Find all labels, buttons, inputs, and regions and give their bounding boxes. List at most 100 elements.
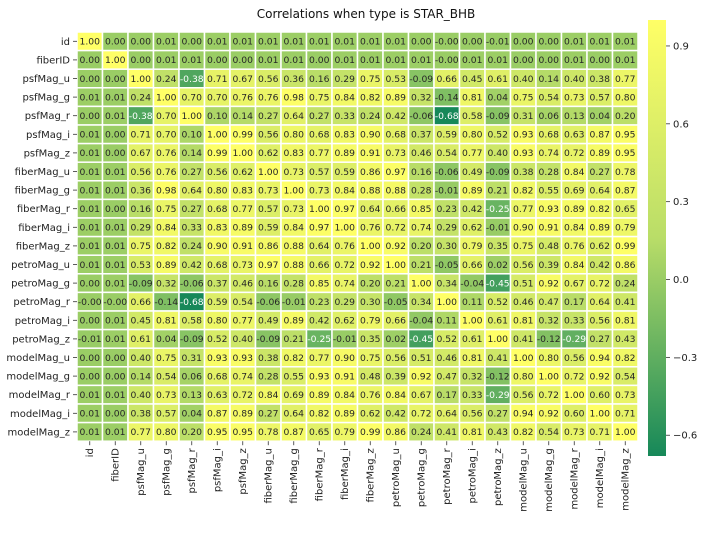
cell-value-label: 0.35	[488, 241, 509, 252]
cell-value-label: 0.92	[386, 241, 406, 252]
x-tick-label: psfMag_r	[187, 447, 198, 493]
cell-value-label: 0.59	[207, 297, 228, 308]
cell-value-label: 0.76	[360, 223, 381, 234]
cell-value-label: 0.56	[513, 390, 534, 401]
cell-value-label: 0.23	[309, 297, 330, 308]
cell-value-label: 0.66	[386, 316, 407, 327]
cell-value-label: 0.00	[80, 371, 101, 382]
cell-value-label: 0.20	[615, 111, 636, 122]
cell-value-label: 0.63	[564, 130, 585, 141]
cell-value-label: 0.01	[105, 92, 125, 103]
cell-value-label: -0.29	[486, 390, 510, 401]
colorbar-tick-label: 0.9	[673, 41, 689, 52]
cell-value-label: 0.77	[309, 148, 330, 159]
cell-value-label: 0.61	[488, 316, 508, 327]
cell-value-label: -0.01	[282, 297, 306, 308]
cell-value-label: 0.60	[590, 390, 611, 401]
cell-value-label: -0.45	[409, 334, 433, 345]
cell-value-label: 0.40	[564, 74, 585, 85]
cell-value-label: 0.24	[182, 241, 203, 252]
cell-value-label: 0.54	[539, 427, 560, 438]
cell-value-label: 0.41	[488, 353, 508, 364]
cell-value-label: 0.54	[233, 297, 254, 308]
x-tick-label: modelMag_r	[570, 447, 581, 509]
cell-value-label: 0.73	[615, 390, 636, 401]
cell-value-label: 0.01	[105, 427, 125, 438]
cell-value-label: 0.01	[590, 37, 610, 48]
cell-value-label: 0.95	[207, 427, 228, 438]
cell-value-label: 0.00	[513, 55, 534, 66]
cell-value-label: -0.01	[486, 37, 510, 48]
cell-value-label: 1.00	[437, 297, 458, 308]
cell-value-label: 0.53	[131, 260, 152, 271]
cell-value-label: 0.62	[462, 223, 482, 234]
x-tick-label: modelMag_z	[621, 448, 632, 511]
y-tick-label: psfMag_i	[26, 130, 70, 141]
cell-value-label: 0.64	[309, 241, 330, 252]
cell-value-label: -0.09	[409, 74, 433, 85]
x-tick-labels: id fiberID psfMag_u psfMag_g psfMag_r psfMag_…	[85, 441, 632, 512]
cell-value-label: 0.29	[335, 297, 356, 308]
cell-value-label: 0.37	[207, 278, 228, 289]
cell-value-label: 0.36	[131, 185, 152, 196]
cell-value-label: 0.75	[131, 241, 152, 252]
cell-value-label: 0.90	[335, 353, 356, 364]
cell-value-label: 0.72	[539, 390, 559, 401]
cell-value-label: 0.51	[411, 353, 431, 364]
cell-value-label: 0.58	[462, 111, 483, 122]
cell-value-label: 0.01	[335, 55, 355, 66]
cell-value-label: 0.21	[488, 185, 508, 196]
x-tick-label: psfMag_u	[136, 448, 147, 496]
cell-value-label: -0.38	[180, 74, 204, 85]
cell-value-label: 0.83	[207, 223, 228, 234]
cell-value-label: 0.00	[105, 37, 126, 48]
y-tick-label: modelMag_i	[10, 409, 70, 420]
cell-value-label: 0.72	[564, 148, 584, 159]
cell-value-label: 0.56	[462, 409, 483, 420]
cell-value-label: 1.00	[258, 167, 279, 178]
cell-value-label: 0.00	[207, 55, 228, 66]
cell-value-label: 0.01	[80, 223, 100, 234]
cell-value-label: 0.82	[284, 353, 304, 364]
cell-value-label: 0.77	[233, 204, 254, 215]
cell-value-label: 0.01	[105, 185, 125, 196]
cell-value-label: 0.88	[284, 241, 305, 252]
cell-value-label: 0.83	[284, 148, 305, 159]
cell-value-label: 0.80	[207, 185, 228, 196]
cell-value-label: 0.67	[233, 74, 254, 85]
cell-value-label: 0.80	[462, 130, 483, 141]
cell-value-label: -0.14	[154, 297, 178, 308]
cell-value-label: -0.04	[409, 316, 433, 327]
cell-value-label: -0.06	[409, 111, 433, 122]
cell-value-label: 0.06	[182, 371, 203, 382]
cell-value-label: 0.75	[309, 92, 330, 103]
cell-value-label: 0.57	[309, 167, 330, 178]
cell-value-label: 0.42	[309, 316, 329, 327]
cell-value-label: 0.01	[309, 37, 329, 48]
cell-value-label: 0.55	[284, 371, 305, 382]
x-tick-label: petroMag_z	[493, 448, 504, 506]
cell-value-label: 0.62	[335, 316, 355, 327]
cell-value-label: 0.38	[131, 409, 152, 420]
cell-value-label: 0.01	[80, 204, 100, 215]
cell-value-label: 0.87	[590, 130, 611, 141]
cell-value-label: 0.01	[105, 334, 125, 345]
cell-value-label: 0.83	[233, 185, 254, 196]
cell-value-label: 0.40	[488, 148, 509, 159]
cell-value-label: 0.64	[182, 185, 203, 196]
cell-value-label: 1.00	[539, 371, 560, 382]
cell-value-label: 0.86	[258, 241, 279, 252]
cell-value-label: 0.82	[615, 353, 635, 364]
cell-value-label: 1.00	[488, 334, 509, 345]
cell-value-label: 0.68	[309, 130, 330, 141]
cell-value-label: 0.02	[386, 334, 406, 345]
cell-value-label: 0.40	[233, 334, 254, 345]
cell-value-label: 0.52	[488, 297, 508, 308]
cell-value-label: 0.27	[309, 111, 330, 122]
cell-value-label: 0.87	[284, 427, 305, 438]
cell-value-label: 0.68	[207, 371, 228, 382]
cell-value-label: 0.47	[437, 371, 458, 382]
cell-value-label: 0.79	[462, 241, 483, 252]
cell-value-label: -0.38	[129, 111, 153, 122]
cell-value-label: 0.01	[105, 278, 125, 289]
